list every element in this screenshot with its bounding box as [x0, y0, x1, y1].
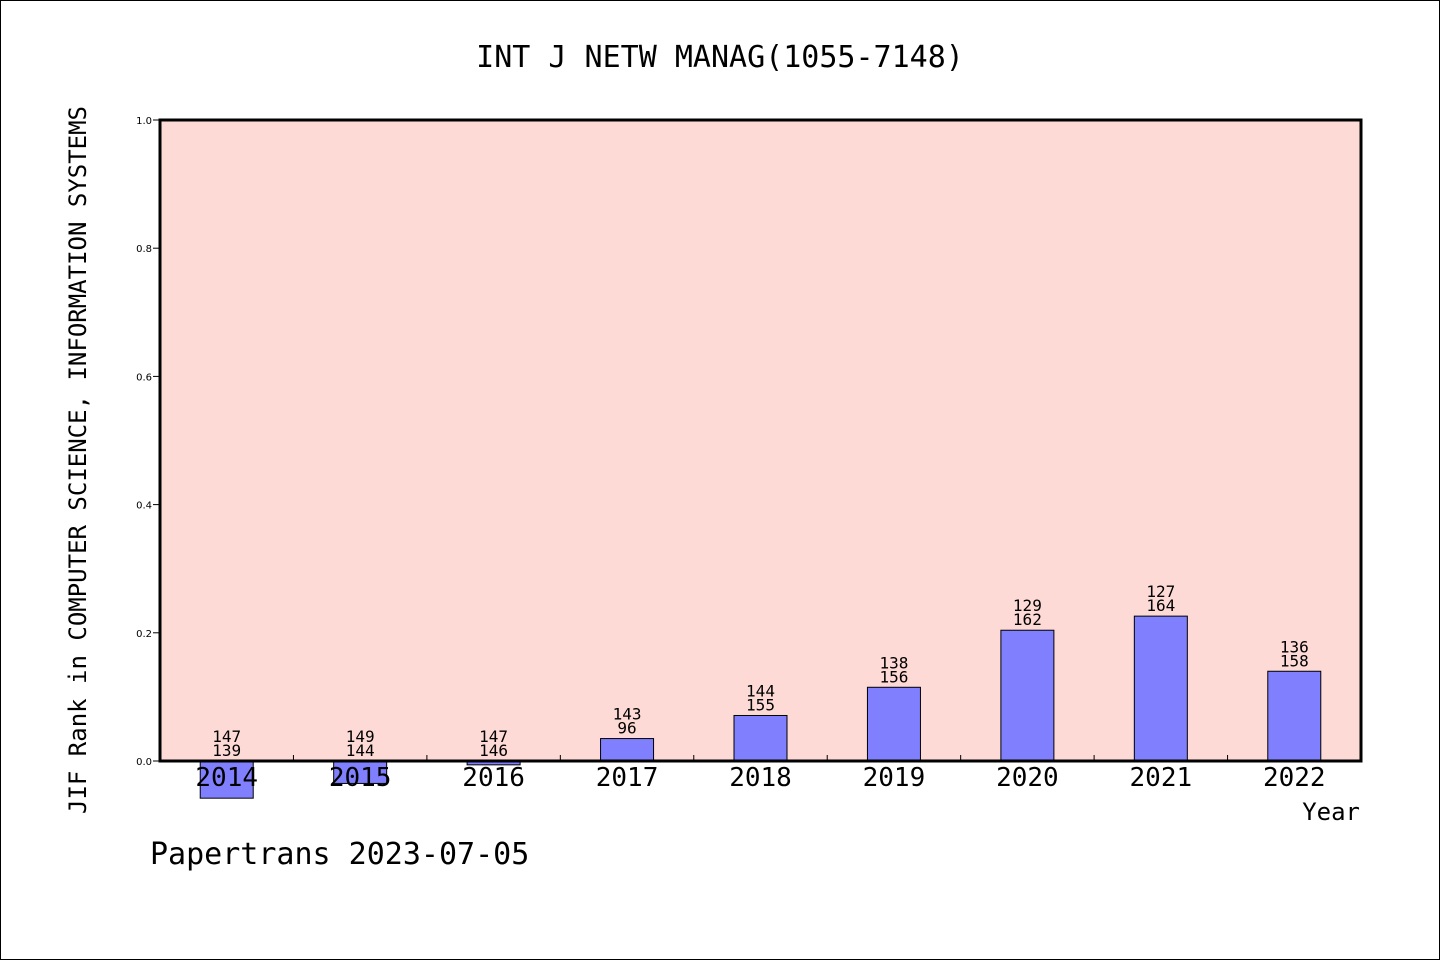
bar-series [199, 615, 1322, 799]
bar-total-label: 139 [212, 741, 241, 760]
bar-rank-label: 147 [479, 727, 508, 746]
bar-2017 [600, 738, 655, 762]
bar-2018 [733, 714, 788, 762]
bar-total-label: 158 [1280, 651, 1309, 670]
y-tick-label: 0.8 [136, 244, 152, 255]
bar-2019 [866, 686, 921, 762]
bar-rank-label: 129 [1013, 596, 1042, 615]
y-tick-label: 0.0 [136, 757, 152, 768]
plot-border [158, 118, 1363, 763]
bar-data-labels: 1471391491441471461439614415513815612916… [212, 582, 1308, 760]
y-axis-ticks: 0.0 0.2 0.4 0.6 0.8 1.0 [136, 116, 160, 768]
bar-total-label: 146 [479, 741, 508, 760]
bar-2021 [1133, 615, 1188, 762]
x-tick-label: 2018 [729, 763, 792, 793]
bar-2020 [1000, 629, 1055, 762]
chart-title: INT J NETW MANAG(1055-7148) [476, 40, 964, 75]
watermark-text: Papertrans 2023-07-05 [150, 837, 529, 872]
y-axis-label: JIF Rank in COMPUTER SCIENCE, INFORMATIO… [64, 106, 92, 814]
x-tick-label: 2022 [1263, 763, 1326, 793]
bar-total-label: 156 [879, 667, 908, 686]
bar-2014 [199, 760, 254, 799]
bar-rank-label: 144 [746, 681, 775, 700]
x-tick-label: 2021 [1130, 763, 1193, 793]
bar-total-label: 144 [346, 741, 375, 760]
x-axis-ticks: 2014 2015 2016 2017 2018 2019 2020 2021 2022 [195, 755, 1326, 793]
y-tick-label: 0.2 [136, 629, 152, 640]
x-tick-label: 2015 [329, 763, 392, 793]
y-tick-label: 0.6 [136, 372, 152, 383]
bar-total-label: 162 [1013, 610, 1042, 629]
x-axis-label: Year [1302, 798, 1360, 826]
bar-total-label: 96 [617, 719, 636, 738]
bar-total-label: 164 [1146, 596, 1175, 615]
y-tick-label: 0.4 [136, 501, 152, 512]
x-tick-label: 2019 [863, 763, 926, 793]
x-tick-label: 2017 [596, 763, 659, 793]
bar-rank-label: 143 [613, 705, 642, 724]
bar-total-label: 155 [746, 695, 775, 714]
x-tick-label: 2016 [462, 763, 525, 793]
bar-rank-label: 136 [1280, 637, 1309, 656]
x-tick-label: 2014 [195, 763, 258, 793]
y-tick-label: 1.0 [136, 116, 152, 127]
bar-rank-label: 149 [346, 727, 375, 746]
x-tick-label: 2020 [996, 763, 1059, 793]
bar-rank-label: 147 [212, 727, 241, 746]
bar-rank-label: 127 [1146, 582, 1175, 601]
bar-2022 [1267, 670, 1322, 762]
bar-rank-label: 138 [879, 653, 908, 672]
